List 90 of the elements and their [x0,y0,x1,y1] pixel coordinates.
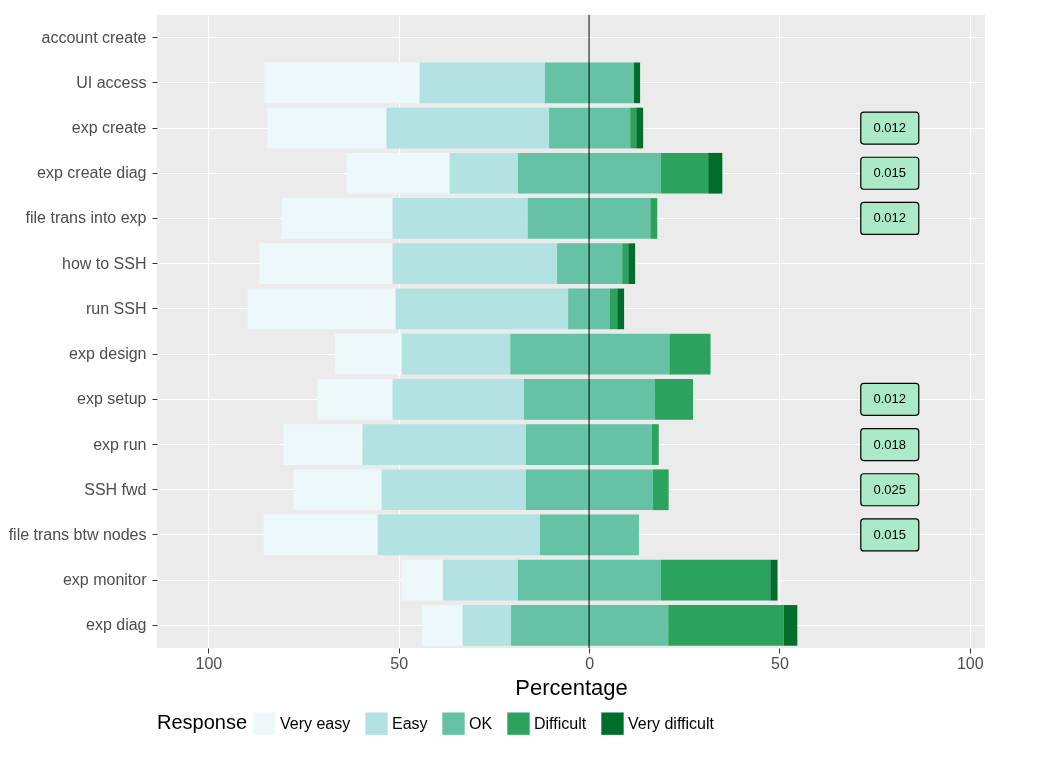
bar [449,152,518,194]
bar [549,107,631,149]
annotation: 0.012 [873,120,907,136]
x-axis-title: Percentage [515,674,628,700]
y-tick-label: SSH fwd [84,480,147,498]
bar [770,559,778,601]
legend-title: Response [157,711,248,733]
bar [517,559,662,601]
annotation: 0.012 [873,210,907,226]
bar [653,469,669,511]
x-tick-label: 100 [956,654,984,672]
y-tick-label: exp create [71,119,147,137]
bar [281,198,393,239]
bar [610,288,618,330]
bar [523,378,655,420]
bar [668,605,784,646]
bar [362,424,526,465]
bar [267,107,387,149]
bar [392,378,524,420]
bar [628,243,636,285]
bar [527,198,651,239]
annotation: 0.015 [873,165,907,181]
legend-label: OK [469,714,493,732]
bar [557,243,623,285]
bar [651,424,659,465]
bar [395,288,569,330]
bar [525,469,654,511]
bar [386,107,550,149]
legend-label: Very difficult [628,714,715,732]
bar [568,288,611,330]
bar [617,288,625,330]
bar [377,514,540,556]
bar [783,605,798,646]
bar [259,243,393,285]
bar [381,469,526,511]
bar [525,424,652,465]
y-tick-label: exp setup [77,390,147,408]
y-tick-label: exp design [69,345,147,363]
bar [511,605,669,646]
bar [539,514,639,556]
bar [419,62,545,104]
y-tick-label: exp run [93,435,147,453]
bar [654,378,694,420]
bar [708,152,723,194]
bar [462,605,512,646]
bar [510,333,670,375]
legend-label: Difficult [534,714,587,732]
legend-label: Very easy [280,714,351,732]
bar [264,62,420,104]
annotation: 0.015 [873,526,907,542]
x-tick-label: 50 [771,654,789,672]
x-tick-label: 50 [390,654,409,672]
bar [442,559,518,601]
bar [247,288,396,330]
y-tick-label: run SSH [86,299,147,317]
bar [630,107,637,149]
bar [650,198,658,239]
legend-label: Easy [392,714,428,732]
bar [293,469,382,511]
x-tick-label: 100 [195,654,223,672]
bar [636,107,644,149]
annotation: 0.018 [873,436,907,452]
bar [661,152,709,194]
bar [421,605,463,646]
bar [544,62,634,104]
y-tick-label: exp monitor [62,571,148,589]
bar [263,514,378,556]
annotation: 0.012 [873,391,907,407]
y-tick-label: how to SSH [62,254,147,272]
y-tick-label: file trans into exp [25,209,147,227]
y-tick-label: account create [41,28,147,46]
y-tick-label: UI access [76,73,147,91]
y-tick-label: exp create diag [37,164,147,182]
bar [346,152,450,194]
bar [401,333,511,375]
x-tick-label: 0 [585,654,595,672]
bar [317,378,393,420]
bar [283,424,363,465]
annotation: 0.025 [873,481,907,497]
bar [401,559,443,601]
bar [517,152,662,194]
bar [392,243,558,285]
bar [392,198,528,239]
bar [622,243,629,285]
bar [661,559,771,601]
bar [634,62,641,104]
y-tick-label: exp diag [86,616,147,634]
bar [334,333,402,375]
y-tick-label: file trans btw nodes [8,525,147,543]
bar [669,333,711,375]
